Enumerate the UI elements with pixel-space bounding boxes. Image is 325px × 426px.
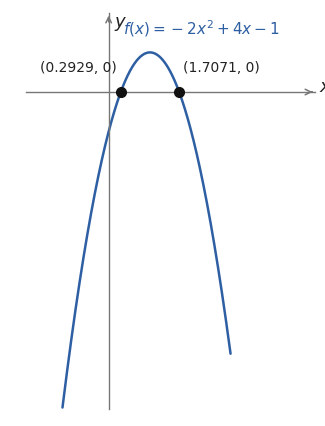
Text: (0.2929, 0): (0.2929, 0)	[40, 61, 117, 75]
Text: $f(x) = -2x^2 + 4x - 1$: $f(x) = -2x^2 + 4x - 1$	[123, 19, 280, 40]
Text: (1.7071, 0): (1.7071, 0)	[183, 61, 260, 75]
Text: $x$: $x$	[319, 78, 325, 96]
Text: $y$: $y$	[114, 15, 127, 33]
